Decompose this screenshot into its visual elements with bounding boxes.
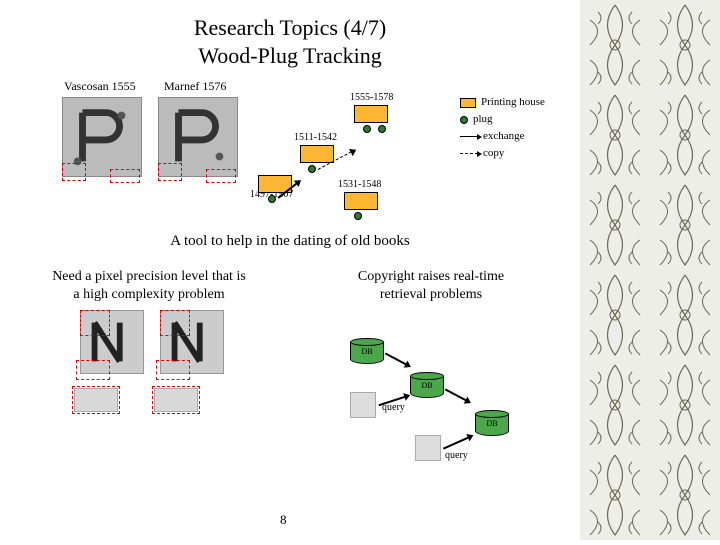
highlight-n1-a [80,310,110,336]
highlight-box-2 [110,169,140,183]
legend-row-house: Printing house [460,95,545,111]
legend-exchange-label: exchange [483,129,525,145]
legend-copy-icon [460,153,478,154]
diagram-legend: Printing house plug exchange copy [460,95,545,163]
highlight-detail-2 [152,386,200,414]
page-number: 8 [280,512,287,528]
legend-exchange-icon [460,136,478,137]
title-line-2: Wood-Plug Tracking [198,43,381,68]
house-label-4: 1531-1548 [338,179,381,190]
plug-dot-2 [378,125,386,133]
query-img-1 [350,392,376,418]
plug-dot-5 [354,212,362,220]
legend-plug-label: plug [473,112,493,128]
legend-row-plug: plug [460,112,545,128]
legend-house-icon [460,98,476,108]
title-line-1: Research Topics (4/7) [194,15,386,40]
legend-row-exchange: exchange [460,129,545,145]
query-label-1: query [382,402,405,413]
slide-content: Research Topics (4/7) Wood-Plug Tracking… [0,0,580,540]
mid-caption: A tool to help in the dating of old book… [20,233,560,250]
printing-house-1 [354,105,388,123]
tracking-diagram: 1555-1578 1511-1542 1497-1507 1531-1548 [250,77,480,227]
highlight-detail-1 [72,386,120,414]
ornament-pattern [580,0,720,540]
col-right: Copyright raises real-time retrieval pro… [302,268,560,304]
query-arrow-2 [443,437,469,450]
legend-house-label: Printing house [481,95,545,111]
db-3-label: DB [475,419,509,428]
plug-dot-1 [363,125,371,133]
db-1: DB [350,338,384,366]
db-3: DB [475,410,509,438]
caption-vascosan: Vascosan 1555 [64,79,136,94]
top-section: Vascosan 1555 Marnef 1576 1555-1578 1511… [20,77,560,227]
highlight-box-4 [206,169,236,183]
legend-row-copy: copy [460,146,545,162]
db-arrow-2 [445,389,467,402]
col-right-line1: Copyright raises real-time [358,269,504,284]
query-img-2 [415,435,441,461]
col-right-line2: retrieval problems [380,287,482,302]
legend-copy-label: copy [483,146,504,162]
house-label-1: 1555-1578 [350,92,393,103]
query-label-2: query [445,450,468,461]
lower-section: DB DB DB query query [20,310,560,480]
db-2-label: DB [410,381,444,390]
highlight-n1-b [76,360,110,380]
house-label-2: 1511-1542 [294,132,337,143]
db-1-label: DB [350,347,384,356]
plug-dot-4 [268,195,276,203]
highlight-box-3 [158,163,182,181]
printing-house-2 [300,145,334,163]
ornament-sidebar [580,0,720,540]
db-2: DB [410,372,444,400]
legend-plug-icon [460,116,468,124]
highlight-n2-b [156,360,190,380]
db-arrow-1 [385,353,407,366]
col-left-line1: Need a pixel precision level that is [52,269,246,284]
printing-house-4 [344,192,378,210]
col-left: Need a pixel precision level that is a h… [20,268,278,304]
two-columns: Need a pixel precision level that is a h… [20,268,560,304]
slide-title: Research Topics (4/7) Wood-Plug Tracking [20,14,560,69]
highlight-box-1 [62,163,86,181]
plug-dot-3 [308,165,316,173]
caption-marnef: Marnef 1576 [164,79,226,94]
highlight-n2-a [160,310,190,336]
col-left-line2: a high complexity problem [73,287,224,302]
